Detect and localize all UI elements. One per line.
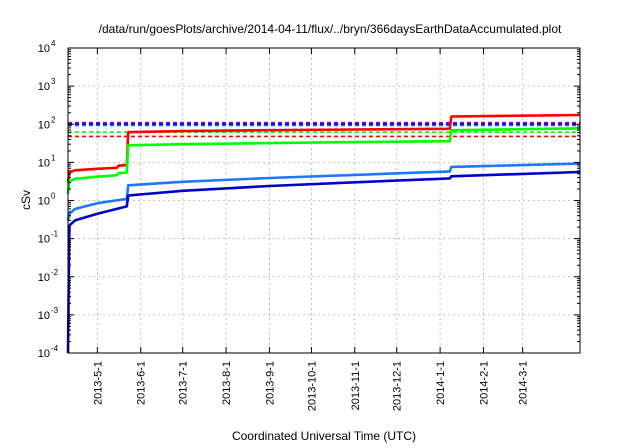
y-axis-label: cSv xyxy=(19,190,33,210)
x-tick-label: 2014-2-1 xyxy=(478,361,490,405)
series-lines xyxy=(66,113,581,354)
x-tick-label: 2013-11-1 xyxy=(350,361,362,410)
x-tick-label: 2014-3-1 xyxy=(518,361,530,405)
x-tick-label: 2013-5-1 xyxy=(92,361,104,405)
y-tick-label: 10 xyxy=(38,196,50,208)
grid xyxy=(68,48,580,353)
series-line xyxy=(66,113,581,183)
y-tick-label: 10 xyxy=(38,348,50,360)
series-line xyxy=(66,162,581,221)
y-tick-label: 10 xyxy=(38,272,50,284)
y-tick-exponent: 3 xyxy=(51,77,56,86)
y-tick-label: 10 xyxy=(38,43,50,55)
y-tick-exponent: 4 xyxy=(51,39,56,48)
y-tick-label: 10 xyxy=(38,81,50,93)
y-tick-exponent: -4 xyxy=(51,344,59,353)
series-line xyxy=(66,127,581,194)
y-tick-label: 10 xyxy=(38,119,50,131)
x-tick-label: 2013-6-1 xyxy=(136,361,148,405)
series-line xyxy=(66,170,581,354)
x-tick-label: 2013-8-1 xyxy=(221,361,233,405)
y-tick-exponent: 1 xyxy=(51,153,56,162)
x-axis-label: Coordinated Universal Time (UTC) xyxy=(232,429,416,443)
x-tick-label: 2013-12-1 xyxy=(392,361,404,411)
y-tick-label: 10 xyxy=(38,157,50,169)
y-tick-exponent: 0 xyxy=(51,192,56,201)
x-tick-label: 2013-9-1 xyxy=(264,361,276,405)
x-axis-ticks: 2013-5-1 2013-6-1 2013-7-1 2013-8-1 2013-9-1… xyxy=(92,48,530,411)
y-tick-label: 10 xyxy=(38,310,50,322)
x-tick-label: 2014-1-1 xyxy=(435,361,447,405)
y-tick-exponent: -1 xyxy=(51,230,59,239)
x-tick-label: 2013-7-1 xyxy=(178,361,190,405)
y-tick-label: 10 xyxy=(38,234,50,246)
y-tick-exponent: -2 xyxy=(51,268,59,277)
y-tick-exponent: 2 xyxy=(51,115,56,124)
y-tick-exponent: -3 xyxy=(51,306,59,315)
chart-title: /data/run/goesPlots/archive/2014-04-11/f… xyxy=(99,22,562,36)
x-tick-label: 2013-10-1 xyxy=(306,361,318,411)
